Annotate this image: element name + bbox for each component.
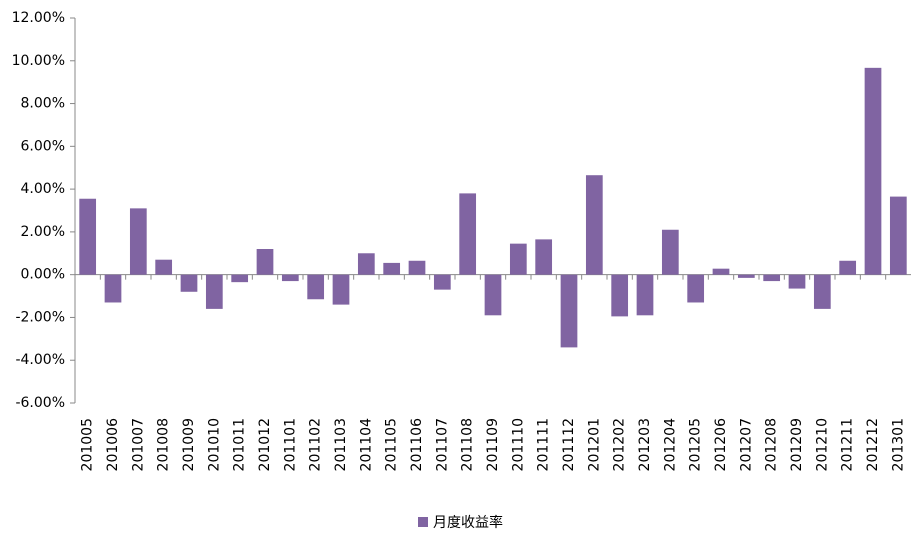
bar [484, 274, 502, 316]
x-tick-label: 201108 [460, 418, 476, 471]
bar [357, 253, 375, 275]
x-tick-label: 201112 [561, 418, 577, 471]
bar [205, 274, 223, 309]
bar [281, 274, 299, 282]
y-tick-label: 4.00% [21, 181, 65, 197]
bar [560, 274, 578, 348]
bar [180, 274, 198, 292]
x-tick-label: 201103 [333, 418, 349, 471]
x-tick-label: 201011 [232, 418, 248, 471]
x-tick-label: 201204 [662, 418, 678, 472]
x-tick-label: 201208 [764, 418, 780, 471]
x-tick-label: 201008 [156, 418, 172, 471]
x-tick-label: 201203 [637, 418, 653, 471]
y-tick-label: 2.00% [21, 224, 65, 240]
bar [763, 274, 781, 282]
x-tick-label: 201211 [840, 418, 856, 471]
bar [433, 274, 451, 290]
bar [535, 239, 553, 275]
bar [687, 274, 705, 303]
bar [231, 274, 249, 283]
x-tick-label: 201206 [713, 418, 729, 472]
bar [636, 274, 654, 316]
bar [104, 274, 122, 303]
x-tick-label: 201209 [789, 418, 805, 471]
bar [307, 274, 325, 300]
x-tick-label: 201006 [105, 418, 121, 472]
bar [408, 260, 426, 275]
bar [256, 249, 274, 275]
y-tick-label: 8.00% [21, 96, 65, 112]
x-tick-label: 201005 [80, 418, 96, 471]
x-tick-label: 201106 [409, 418, 425, 472]
x-tick-label: 201007 [130, 418, 146, 471]
bar [79, 198, 97, 275]
y-tick-label: 6.00% [21, 138, 65, 154]
x-tick-label: 201101 [282, 418, 298, 471]
bar [712, 268, 730, 275]
x-tick-label: 201104 [358, 418, 374, 472]
legend-label: 月度收益率 [433, 514, 503, 531]
x-tick-label: 201212 [865, 418, 881, 471]
bar [383, 262, 401, 275]
x-tick-label: 201105 [384, 418, 400, 471]
y-tick-label: 10.00% [12, 53, 65, 69]
y-tick-label: 0.00% [21, 267, 65, 283]
y-tick-label: -2.00% [15, 309, 65, 325]
x-tick-label: 201107 [434, 418, 450, 471]
y-tick-label: -6.00% [15, 395, 65, 411]
bar [864, 67, 882, 275]
x-tick-label: 201201 [586, 418, 602, 471]
x-tick-label: 201111 [536, 418, 552, 471]
x-tick-label: 201207 [738, 418, 754, 471]
x-tick-label: 201010 [206, 418, 222, 471]
x-tick-label: 201009 [181, 418, 197, 471]
bar [129, 208, 147, 275]
legend-swatch [418, 517, 428, 527]
bar [585, 175, 603, 275]
bar [839, 260, 857, 275]
bar [737, 274, 755, 278]
x-tick-label: 201102 [308, 418, 324, 471]
x-tick-label: 201205 [688, 418, 704, 471]
x-tick-label: 201301 [890, 418, 906, 471]
bar [661, 229, 679, 275]
x-tick-label: 201110 [510, 418, 526, 471]
bar [813, 274, 831, 309]
y-tick-label: -4.00% [15, 352, 65, 368]
x-tick-label: 201210 [814, 418, 830, 471]
x-tick-label: 201109 [485, 418, 501, 471]
bar [788, 274, 806, 289]
bar [332, 274, 350, 305]
x-tick-label: 201202 [612, 418, 628, 471]
bar [459, 193, 477, 275]
bar [155, 259, 173, 275]
y-tick-label: 12.00% [12, 10, 65, 26]
bar [889, 196, 907, 275]
bar [509, 243, 527, 275]
bar [611, 274, 629, 317]
x-tick-label: 201012 [257, 418, 273, 471]
